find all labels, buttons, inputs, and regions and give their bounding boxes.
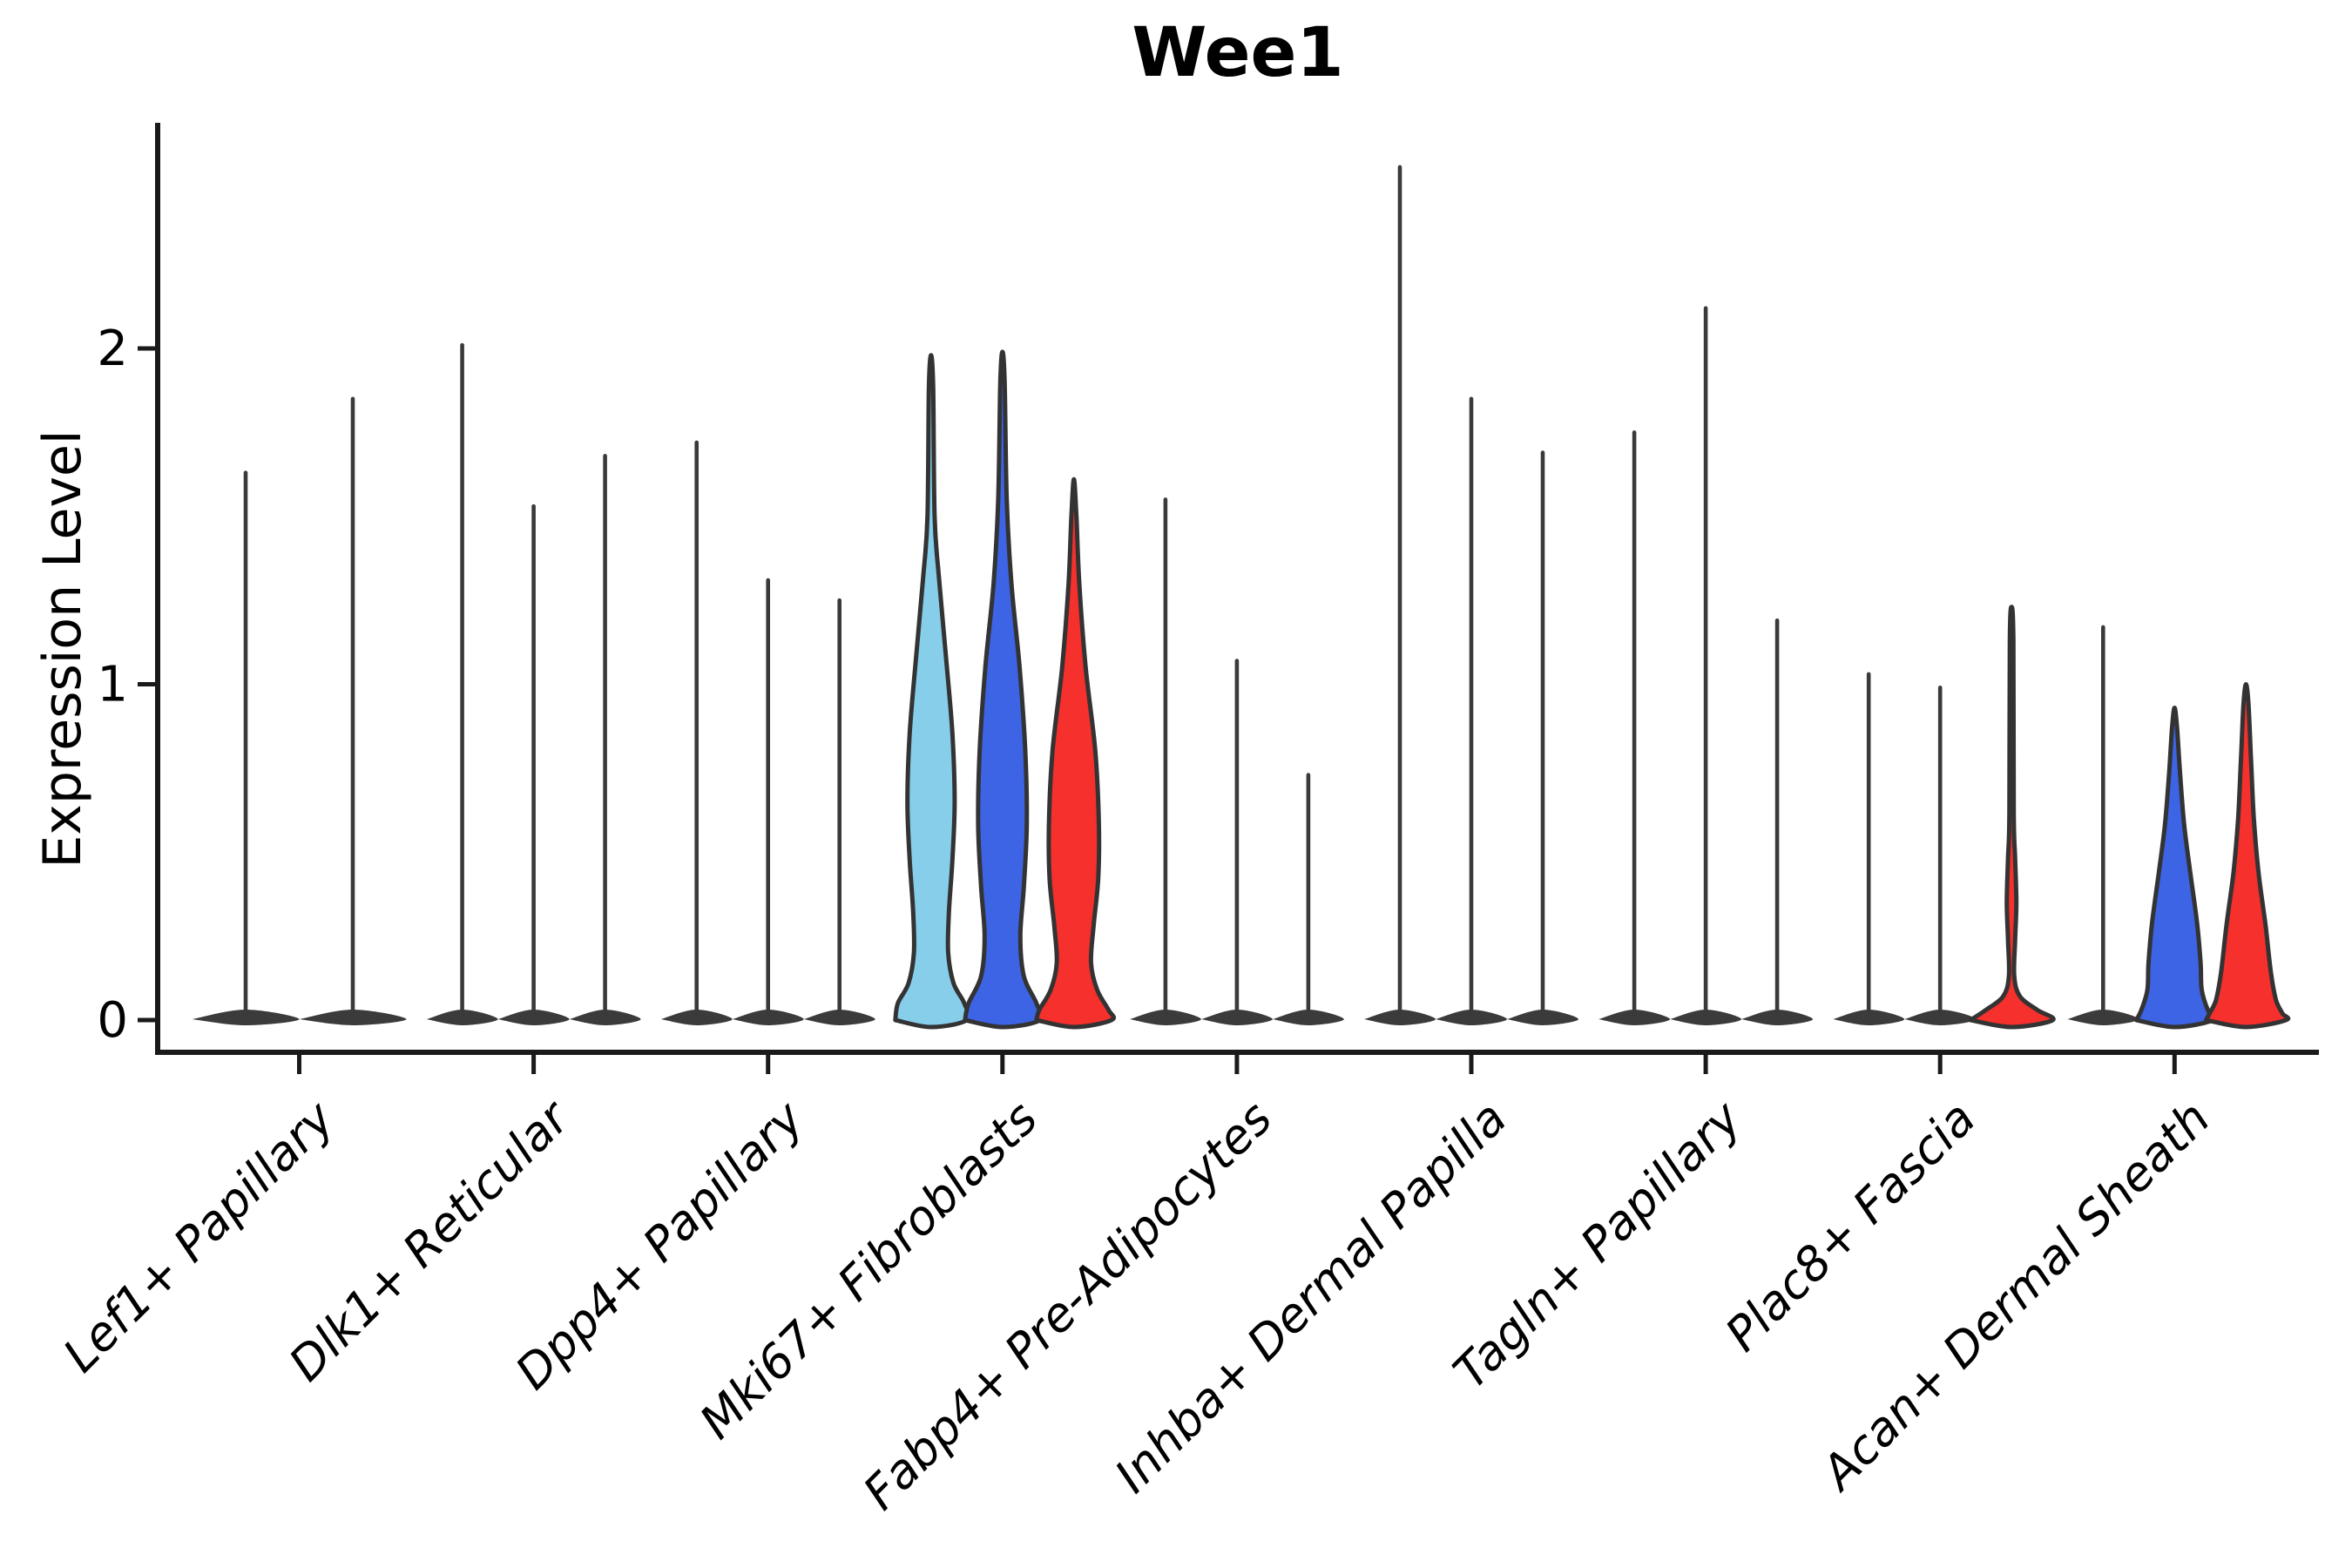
violin-collapsed-base xyxy=(1741,1010,1814,1025)
violin-collapsed-base xyxy=(299,1010,407,1025)
violin-collapsed-base xyxy=(426,1010,498,1025)
violin-collapsed-base xyxy=(497,1010,570,1025)
violin-collapsed-base xyxy=(1200,1010,1273,1025)
violin-body xyxy=(2203,682,2291,1030)
violin-collapsed-base xyxy=(1670,1010,1742,1025)
violin-collapsed-base xyxy=(1598,1010,1671,1025)
violin-collapsed-base xyxy=(1364,1010,1436,1025)
violin-collapsed-base xyxy=(2067,1010,2139,1025)
violin-collapsed-base xyxy=(660,1010,733,1025)
violin-collapsed-base xyxy=(1436,1010,1507,1025)
violin-body xyxy=(1968,605,2056,1030)
violin-body xyxy=(893,353,971,1030)
violin-collapsed-base xyxy=(1129,1010,1201,1025)
violin-body xyxy=(1034,476,1117,1030)
violin-collapsed-base xyxy=(1833,1010,1905,1025)
chart-title: Wee1 xyxy=(1132,14,1344,92)
violin-body xyxy=(963,349,1044,1030)
y-tick-label: 1 xyxy=(97,657,128,713)
violin-collapsed-base xyxy=(1272,1010,1344,1025)
violin-collapsed-base xyxy=(1507,1010,1578,1025)
y-tick-label: 0 xyxy=(97,992,128,1049)
violin-collapsed-base xyxy=(1904,1010,1977,1025)
violin-body xyxy=(2133,706,2217,1030)
violin-collapsed-base xyxy=(803,1010,875,1025)
y-tick-label: 2 xyxy=(97,321,128,377)
violin-collapsed-base xyxy=(732,1010,804,1025)
violin-collapsed-base xyxy=(192,1010,300,1025)
violin-collapsed-base xyxy=(569,1010,641,1025)
